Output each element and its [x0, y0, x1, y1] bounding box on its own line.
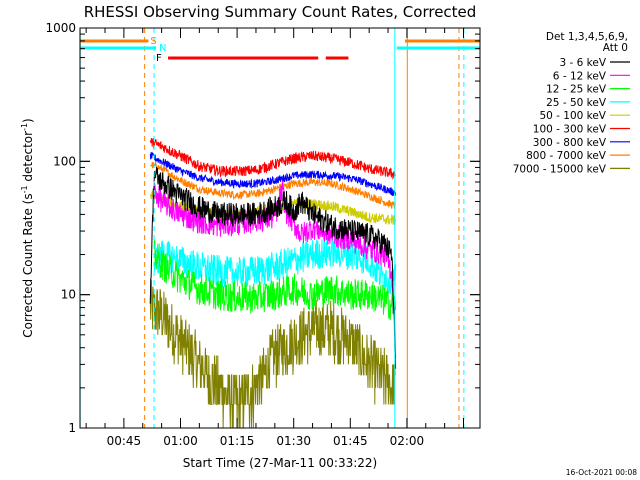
series-line-9 [149, 279, 396, 428]
series-line-3 [153, 239, 397, 321]
legend-header-detectors: Det 1,3,4,5,6,9, [546, 31, 628, 43]
series-line-1 [149, 166, 397, 369]
series-line-8 [150, 160, 397, 211]
y-tick-label: 10 [61, 288, 76, 302]
legend-label-2: 6 - 12 keV [553, 70, 607, 82]
data-layer [149, 137, 397, 428]
legend-label-3: 12 - 25 keV [546, 84, 607, 96]
plot-frame [79, 27, 481, 429]
x-tick-label: 01:15 [220, 434, 255, 448]
legend-header-attenuator: Att 0 [603, 42, 628, 54]
x-tick-label: 00:45 [107, 434, 142, 448]
generated-timestamp: 16-Oct-2021 00:08 [566, 468, 637, 477]
legend-label-4: 25 - 50 keV [546, 97, 607, 109]
x-axis-title: Start Time (27-Mar-11 00:33:22) [183, 456, 377, 470]
legend-label-5: 50 - 100 keV [539, 110, 606, 122]
legend-label-6: 100 - 300 keV [533, 124, 607, 136]
y-tick-label: 1 [68, 421, 76, 435]
y-axis-title: Corrected Count Rate (s-1 detector-1) [20, 118, 35, 337]
flag-label-f: F [156, 53, 162, 64]
x-tick-label: 02:00 [390, 434, 425, 448]
overlay-layer [80, 28, 480, 428]
x-axis: 00:45 01:00 01:15 01:30 01:45 02:00 [85, 28, 465, 448]
x-tick-label: 01:30 [276, 434, 311, 448]
chart-title: RHESSI Observing Summary Count Rates, Co… [84, 3, 477, 21]
x-tick-label: 01:45 [333, 434, 368, 448]
series-line-6 [149, 137, 397, 180]
legend-label-7: 300 - 800 keV [533, 137, 607, 149]
y-axis: 1 10 100 1000 [45, 21, 480, 435]
flag-label-n: N [159, 43, 166, 54]
legend-label-1: 3 - 6 keV [559, 57, 606, 69]
y-tick-label: 100 [53, 154, 76, 168]
series-line-2 [153, 180, 397, 359]
legend-label-9: 7000 - 15000 keV [513, 163, 607, 175]
x-tick-label: 01:00 [163, 434, 198, 448]
legend-label-8: 800 - 7000 keV [526, 150, 607, 162]
y-tick-label: 1000 [45, 21, 76, 35]
flag-label-s: S [150, 36, 156, 47]
series-line-7 [149, 151, 397, 197]
